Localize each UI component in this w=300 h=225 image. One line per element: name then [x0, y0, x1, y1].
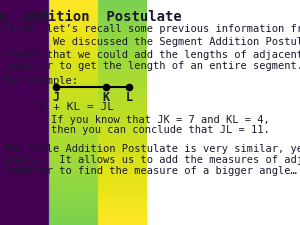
Point — [103, 85, 108, 88]
Point — [53, 85, 58, 88]
Text: The Angle Addition Postulate is very similar, yet applies to: The Angle Addition Postulate is very sim… — [3, 144, 300, 154]
Text: JK + KL = JL: JK + KL = JL — [33, 102, 114, 112]
Text: then you can conclude that JL = 11.: then you can conclude that JL = 11. — [51, 125, 270, 135]
Text: L: L — [125, 91, 133, 104]
Text: We discussed the Segment Addition Postulate, which: We discussed the Segment Addition Postul… — [3, 37, 300, 47]
Text: K: K — [102, 91, 109, 104]
Text: Angle  Addition  Postulate: Angle Addition Postulate — [0, 10, 182, 24]
Text: If you know that JK = 7 and KL = 4,: If you know that JK = 7 and KL = 4, — [51, 115, 270, 125]
Text: together to find the measure of a bigger angle…: together to find the measure of a bigger… — [3, 166, 297, 176]
Text: together to get the length of an entire segment.: together to get the length of an entire … — [3, 61, 300, 71]
Point — [127, 85, 131, 88]
Text: stated that we could add the lengths of adjacent segments: stated that we could add the lengths of … — [3, 50, 300, 60]
Text: First, let’s recall some previous information from last week…: First, let’s recall some previous inform… — [3, 24, 300, 34]
Text: angles.  It allows us to add the measures of adjacent angles: angles. It allows us to add the measures… — [3, 155, 300, 165]
Text: For example:: For example: — [3, 76, 78, 86]
Text: J: J — [52, 91, 59, 104]
